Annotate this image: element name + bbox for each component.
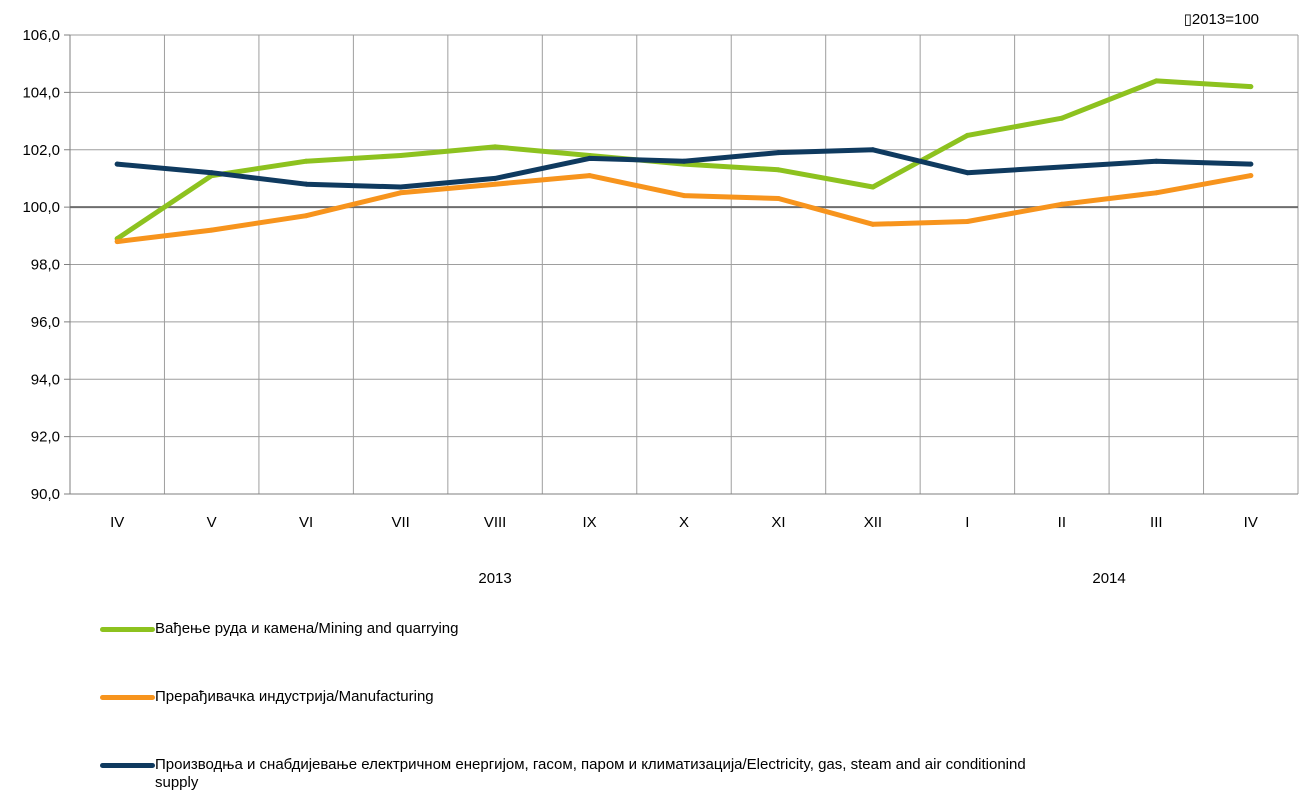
y-tick-label: 90,0 [31, 486, 60, 503]
data-point-series-2 [114, 161, 120, 167]
data-point-series-2 [209, 170, 215, 176]
data-point-series-2 [1153, 158, 1159, 164]
x-tick-label: IV [1244, 514, 1258, 531]
series-line-2 [114, 147, 1254, 190]
series-lines [114, 78, 1254, 245]
x-tick-label: VI [299, 514, 313, 531]
data-point-series-1 [775, 196, 781, 202]
y-tick-label: 98,0 [31, 257, 60, 274]
legend-item-electricity: Производња и снабдијевање електричном ен… [100, 756, 1035, 792]
legend-label-electricity: Производња и снабдијевање електричном ен… [155, 756, 1026, 791]
x-tick-label: XII [864, 514, 882, 531]
data-point-series-1 [114, 239, 120, 245]
data-point-series-1 [1248, 173, 1254, 179]
y-tick-label: 100,0 [22, 199, 60, 216]
data-point-series-0 [1248, 84, 1254, 90]
x-tick-label: VIII [484, 514, 507, 531]
tick-labels: 90,0 92,0 94,0 96,0 98,0 100,0 102,0 104,0 106,0… [22, 27, 1257, 587]
legend-swatch-electricity [100, 763, 155, 768]
index-base-note: ▯2013=100 [1184, 10, 1259, 28]
legend-label-mining: Вађење руда и камена/Mining and quarryin… [155, 620, 459, 637]
x-tick-label: IV [110, 514, 124, 531]
x-tick-label: I [965, 514, 969, 531]
y-tick-label: 104,0 [22, 84, 60, 101]
data-point-series-2 [1059, 164, 1065, 170]
data-point-series-2 [681, 158, 687, 164]
x-tick-label: IX [582, 514, 596, 531]
x-tick-label: II [1058, 514, 1066, 531]
data-point-series-1 [870, 221, 876, 227]
y-tick-label: 96,0 [31, 314, 60, 331]
x-tick-label: X [679, 514, 689, 531]
data-point-series-1 [681, 193, 687, 199]
x-tick-label: VII [391, 514, 409, 531]
index-base-marker: ▯ [1183, 11, 1192, 28]
data-point-series-1 [1059, 201, 1065, 207]
data-point-series-0 [870, 184, 876, 190]
data-point-series-0 [1059, 115, 1065, 121]
legend-item-mining: Вађење руда и камена/Mining and quarryin… [100, 620, 1155, 638]
data-point-series-1 [398, 190, 404, 196]
axes [64, 34, 1298, 495]
data-point-series-1 [964, 218, 970, 224]
y-tick-label: 102,0 [22, 142, 60, 159]
x-tick-label: III [1150, 514, 1163, 531]
y-tick-label: 106,0 [22, 27, 60, 44]
y-tick-label: 94,0 [31, 371, 60, 388]
legend-swatch-manufacturing [100, 695, 155, 700]
data-point-series-2 [964, 170, 970, 176]
x-tick-label: XI [771, 514, 785, 531]
y-tick-label: 92,0 [31, 429, 60, 446]
data-point-series-2 [303, 181, 309, 187]
index-base-label: 2013=100 [1191, 11, 1259, 28]
data-point-series-1 [492, 181, 498, 187]
data-point-series-0 [964, 132, 970, 138]
data-point-series-2 [870, 147, 876, 153]
data-point-series-1 [1153, 190, 1159, 196]
data-point-series-0 [492, 144, 498, 150]
x-tick-label: V [207, 514, 217, 531]
legend-label-manufacturing: Прерађивачка индустрија/Manufacturing [155, 688, 434, 705]
data-point-series-0 [1153, 78, 1159, 84]
data-point-series-2 [1248, 161, 1254, 167]
data-point-series-2 [775, 150, 781, 156]
legend-swatch-mining [100, 627, 155, 632]
data-point-series-0 [398, 152, 404, 158]
data-point-series-0 [303, 158, 309, 164]
data-point-series-1 [303, 213, 309, 219]
legend-item-manufacturing: Прерађивачка индустрија/Manufacturing [100, 688, 1155, 706]
gridlines [69, 34, 1299, 495]
data-point-series-1 [209, 227, 215, 233]
data-point-series-2 [398, 184, 404, 190]
data-point-series-1 [587, 173, 593, 179]
data-point-series-2 [587, 155, 593, 161]
data-point-series-0 [775, 167, 781, 173]
year-label: 2014 [1092, 570, 1125, 587]
data-point-series-2 [492, 175, 498, 181]
year-label: 2013 [478, 570, 511, 587]
series-line-1 [114, 173, 1254, 245]
